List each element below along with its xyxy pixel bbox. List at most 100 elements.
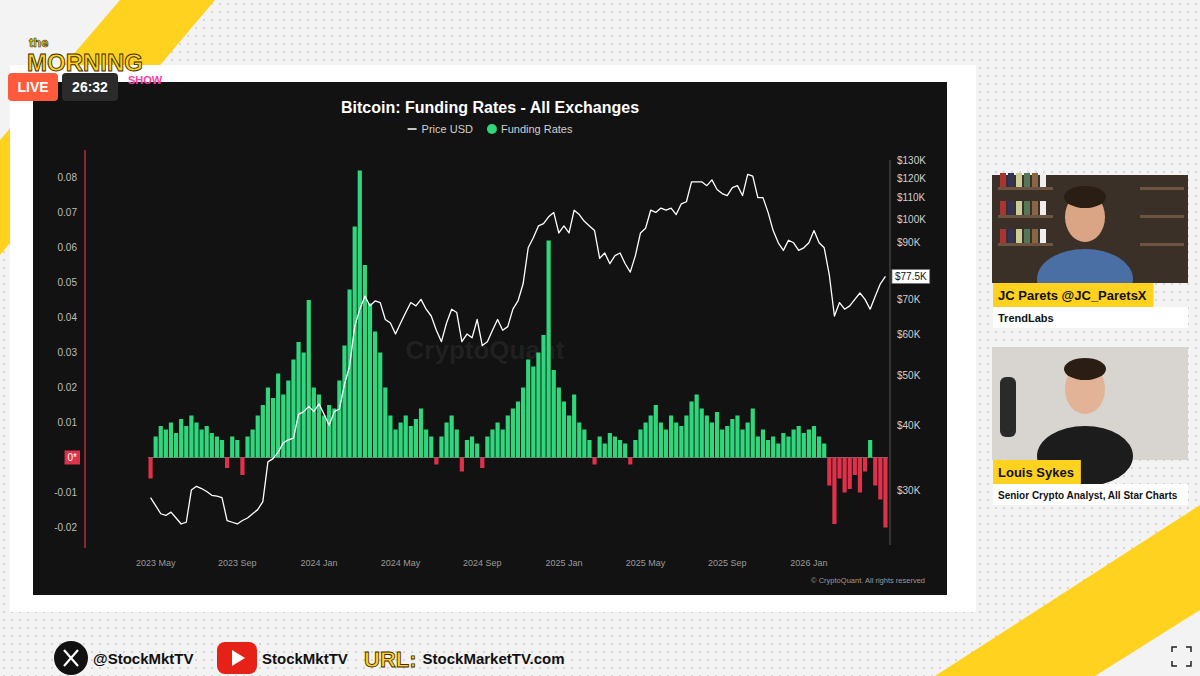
price-tag-label: $77.5K (895, 271, 927, 282)
host-name-bar (993, 283, 1154, 307)
funding-bar (271, 398, 275, 458)
price-tag-box (892, 269, 930, 283)
footer-youtube: StockMktTV (262, 650, 348, 667)
funding-bar (276, 374, 280, 458)
funding-bar (210, 433, 214, 458)
funding-bar (414, 419, 418, 458)
funding-bar (623, 444, 627, 458)
shelf (1140, 187, 1184, 190)
funding-bar (404, 416, 408, 458)
funding-bar (475, 444, 479, 458)
funding-bar (159, 426, 163, 458)
funding-bar (536, 353, 540, 458)
funding-bar (771, 437, 775, 458)
funding-bar (674, 423, 678, 458)
funding-bar (740, 430, 744, 458)
live-badge (8, 73, 58, 101)
funding-bar (848, 458, 852, 490)
funding-bar (695, 395, 699, 458)
funding-bar (312, 388, 316, 458)
funding-bar (541, 335, 545, 458)
host-affiliation-bar (993, 307, 1188, 328)
funding-bar (307, 300, 311, 458)
y-tick-marker (65, 451, 80, 465)
funding-bar (786, 437, 790, 458)
funding-bar (791, 430, 795, 458)
funding-bar (633, 440, 637, 458)
left-axis-line (84, 150, 85, 548)
funding-bar (424, 430, 428, 458)
funding-bar (628, 458, 632, 465)
funding-bar (873, 458, 877, 486)
funding-bar (853, 458, 857, 476)
x-tick-label: 2026 Jan (790, 558, 827, 568)
shelf (1140, 215, 1184, 218)
y2-tick-label: $60K (897, 329, 921, 340)
funding-bar (485, 437, 489, 458)
funding-bar (705, 416, 709, 458)
footer-x-handle: @StockMktTV (93, 650, 193, 667)
funding-bar (797, 426, 801, 458)
legend: Price USD Funding Rates (408, 123, 573, 135)
funding-bar (465, 440, 469, 458)
funding-bar (363, 265, 367, 458)
legend-swatch (487, 124, 497, 134)
book (1000, 229, 1006, 243)
y-tick-label: 0.02 (58, 382, 78, 393)
book (1032, 229, 1038, 243)
funding-bar (439, 437, 443, 458)
funding-bar (883, 458, 887, 528)
funding-bar (587, 440, 591, 458)
x-tick-label: 2023 Sep (218, 558, 257, 568)
shelf (998, 215, 1053, 218)
funding-bar (470, 437, 474, 458)
youtube-icon-box (217, 642, 257, 674)
price-line (151, 174, 886, 524)
legend-swatch (408, 128, 417, 130)
funding-bar (409, 426, 413, 458)
price-tag: $77.5K (892, 269, 930, 283)
funding-bar (342, 346, 346, 458)
funding-bar (501, 430, 505, 458)
funding-bar (179, 419, 183, 458)
footer-url: StockMarketTV.com (423, 650, 565, 667)
funding-bar (378, 353, 382, 458)
live-label: LIVE (17, 79, 48, 95)
x-tick-label: 2025 Sep (708, 558, 747, 568)
funding-bar (205, 426, 209, 458)
legend-label: Price USD (422, 123, 473, 135)
funding-bar (822, 444, 826, 458)
funding-bar (598, 437, 602, 458)
funding-bar (679, 426, 683, 458)
legend-label: Funding Rates (501, 123, 573, 135)
funding-bar (444, 423, 448, 458)
x-tick-label: 2025 Jan (545, 558, 582, 568)
y2-tick-label: $40K (897, 420, 921, 431)
funding-bar (286, 381, 290, 458)
y-tick-label: 0.05 (58, 277, 78, 288)
book (1032, 201, 1038, 215)
y-tick-label: 0.06 (58, 242, 78, 253)
funding-bar (169, 423, 173, 458)
x-tick-label: 2024 Sep (463, 558, 502, 568)
funding-bar (174, 433, 178, 458)
funding-bar (659, 423, 663, 458)
funding-bar (608, 433, 612, 458)
book (1032, 173, 1038, 187)
host-name: Louis Sykes (998, 465, 1074, 480)
corner-stripe-inner (1095, 610, 1200, 676)
funding-bar (256, 416, 260, 458)
funding-bar (837, 458, 841, 479)
funding-bar (337, 381, 341, 458)
funding-bar (761, 430, 765, 458)
host-hair (1064, 186, 1106, 208)
webcam (992, 347, 1188, 486)
funding-bar (592, 458, 596, 465)
funding-bar (393, 430, 397, 458)
shelf (998, 243, 1053, 246)
funding-bar (240, 458, 244, 476)
chart-card (10, 65, 976, 612)
book (1000, 173, 1006, 187)
funding-bar (189, 416, 193, 458)
chart-background (33, 82, 947, 595)
